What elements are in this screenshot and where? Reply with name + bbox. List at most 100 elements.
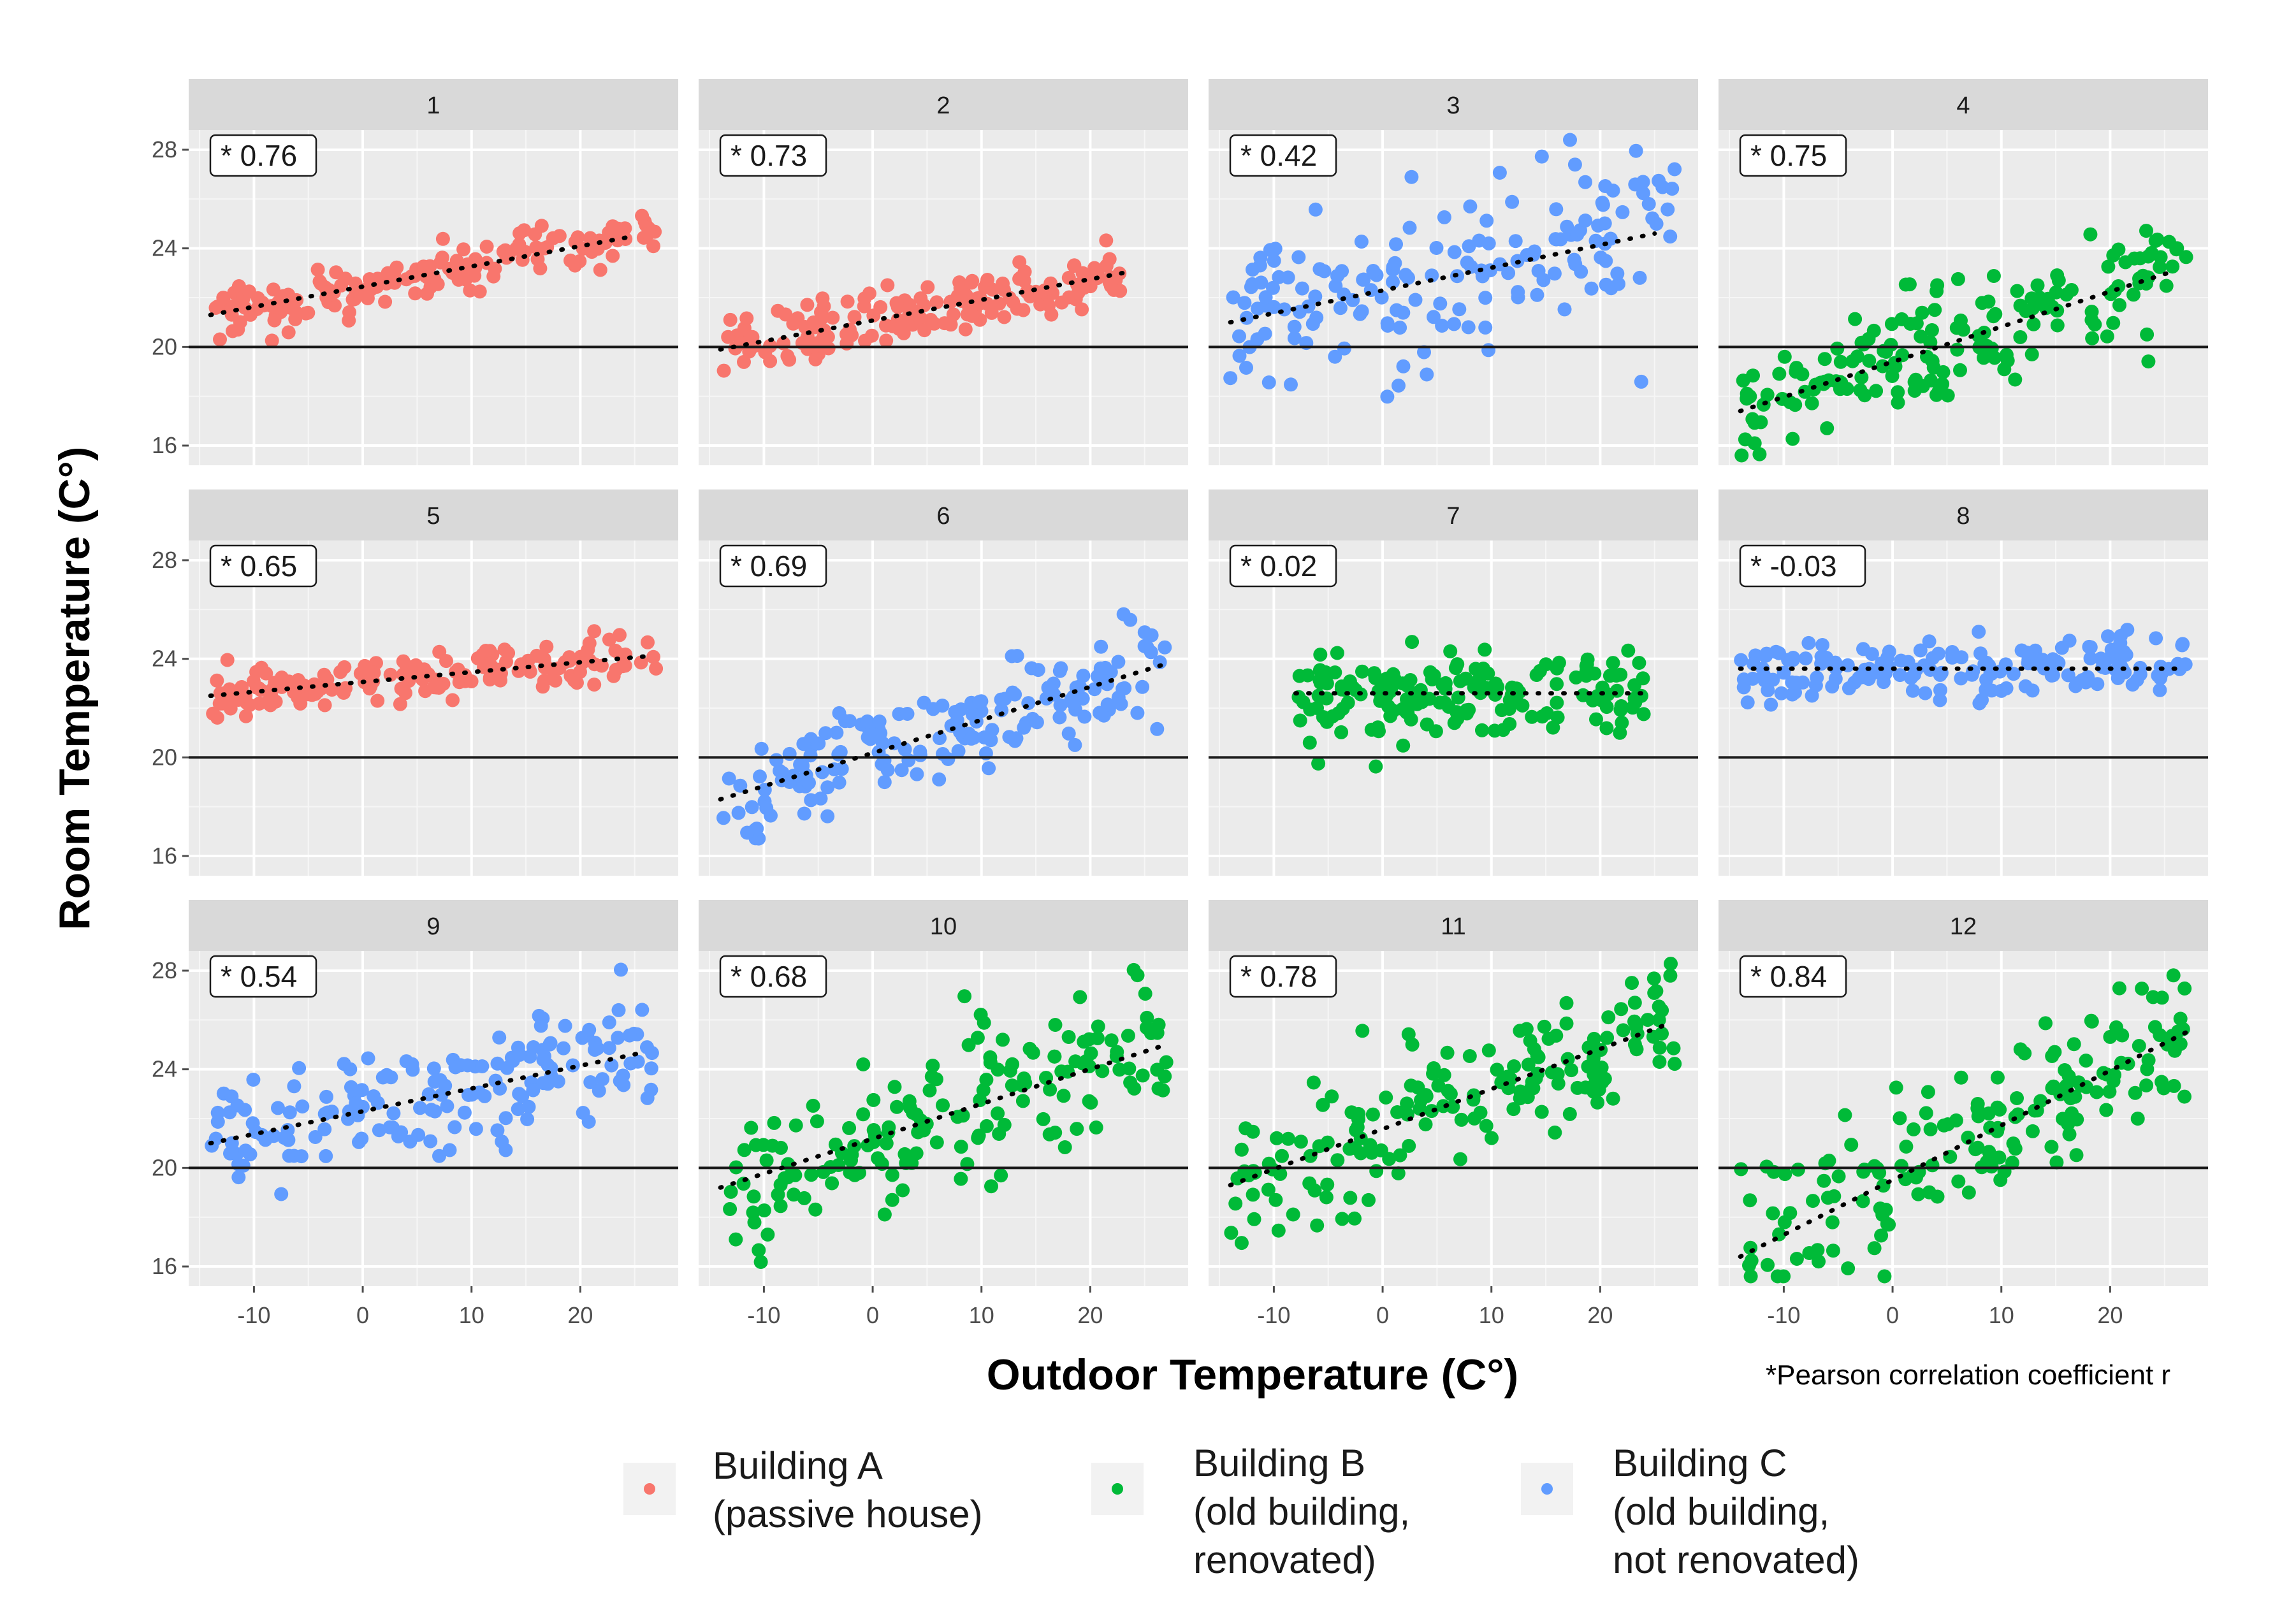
data-point [1668, 162, 1682, 177]
data-point [1271, 1223, 1286, 1238]
data-point [206, 706, 221, 721]
data-point [582, 1022, 597, 1037]
data-point [817, 323, 831, 338]
data-point [1263, 243, 1277, 257]
data-point [739, 311, 754, 326]
panel-strip-label: 3 [1446, 92, 1460, 119]
data-point [2017, 1046, 2032, 1061]
data-point [1789, 361, 1804, 375]
correlation-label-box [209, 544, 317, 588]
data-point [1234, 1142, 1249, 1157]
data-point [811, 736, 826, 751]
data-point [1613, 725, 1627, 740]
data-point [1817, 352, 1832, 366]
data-point [1411, 1080, 1425, 1095]
data-point [1734, 653, 1748, 667]
data-point [1041, 681, 1056, 695]
data-point [1848, 312, 1863, 326]
data-point [2050, 318, 2065, 333]
data-point [1342, 1142, 1357, 1156]
data-point [1898, 277, 1913, 292]
panel-9: 9 * 0.54 16 20 24 28 -10 0 10 20 [152, 900, 678, 1328]
data-point [1005, 1057, 1020, 1071]
data-point [1052, 710, 1067, 725]
data-point [461, 1088, 476, 1102]
data-point [1496, 723, 1511, 737]
data-point [2006, 1136, 2021, 1151]
data-point [1632, 270, 1647, 285]
data-point [1067, 258, 1082, 273]
data-point [2144, 245, 2159, 260]
data-point [518, 245, 532, 259]
data-point [1646, 971, 1661, 986]
data-point [767, 1115, 781, 1130]
data-point [1302, 1176, 1317, 1191]
data-point [210, 1105, 225, 1120]
data-point [1302, 736, 1317, 750]
data-point [913, 744, 927, 759]
data-point [394, 681, 409, 696]
data-point [926, 702, 940, 716]
data-point [744, 1120, 759, 1135]
data-point [1463, 199, 1478, 214]
data-point [1506, 1102, 1521, 1117]
data-point [1640, 1013, 1655, 1027]
data-point [954, 702, 968, 716]
data-point [1646, 1029, 1661, 1044]
data-point [1462, 1049, 1477, 1063]
data-point [1594, 1060, 1609, 1075]
data-point [1641, 197, 1656, 211]
data-point [1829, 662, 1843, 676]
data-point [1056, 1089, 1071, 1103]
data-point [1481, 343, 1496, 358]
data-point [2100, 329, 2114, 344]
data-point [1466, 1092, 1481, 1107]
data-point [946, 307, 961, 322]
data-point [1365, 1107, 1380, 1122]
data-point [251, 291, 265, 305]
data-point [1972, 696, 1987, 711]
x-tick-label: 0 [356, 1302, 369, 1328]
data-point [1102, 252, 1117, 266]
data-point [615, 659, 630, 674]
trend-line [208, 233, 637, 317]
data-point [1907, 1122, 1921, 1136]
data-point [1867, 1241, 1882, 1256]
data-point [2176, 637, 2190, 651]
data-point [746, 1189, 761, 1204]
data-point [546, 231, 560, 245]
data-point [1087, 261, 1101, 275]
data-point [1988, 307, 2003, 321]
data-point [1399, 268, 1413, 282]
panel-strip-label: 2 [936, 92, 950, 119]
data-point [890, 1099, 904, 1114]
data-point [319, 1149, 333, 1163]
correlation-label-box [1229, 544, 1337, 588]
data-point [745, 800, 759, 815]
data-point [2160, 1037, 2175, 1052]
data-point [1745, 412, 1760, 426]
data-point [1043, 1082, 1057, 1097]
data-point [1354, 235, 1369, 249]
data-point [996, 1033, 1010, 1047]
data-point [957, 989, 972, 1004]
data-point [1923, 1122, 1938, 1136]
data-point [773, 1199, 788, 1214]
correlation-label: * 0.78 [1229, 955, 1337, 998]
correlation-label: * 0.68 [719, 955, 827, 998]
correlation-value: * 0.75 [1750, 139, 1827, 172]
data-point [492, 1030, 507, 1045]
x-tick-label: 10 [459, 1302, 484, 1328]
data-point [1447, 716, 1462, 730]
data-point [1925, 651, 1940, 665]
data-point [1152, 655, 1167, 669]
data-point [2046, 652, 2060, 667]
data-point [426, 1061, 441, 1076]
data-point [1071, 286, 1086, 300]
data-point [2173, 1036, 2188, 1051]
data-point [1770, 1269, 1785, 1284]
data-point [782, 746, 797, 761]
data-point [1333, 301, 1348, 315]
data-point [2010, 284, 2024, 298]
data-point [511, 1102, 525, 1117]
